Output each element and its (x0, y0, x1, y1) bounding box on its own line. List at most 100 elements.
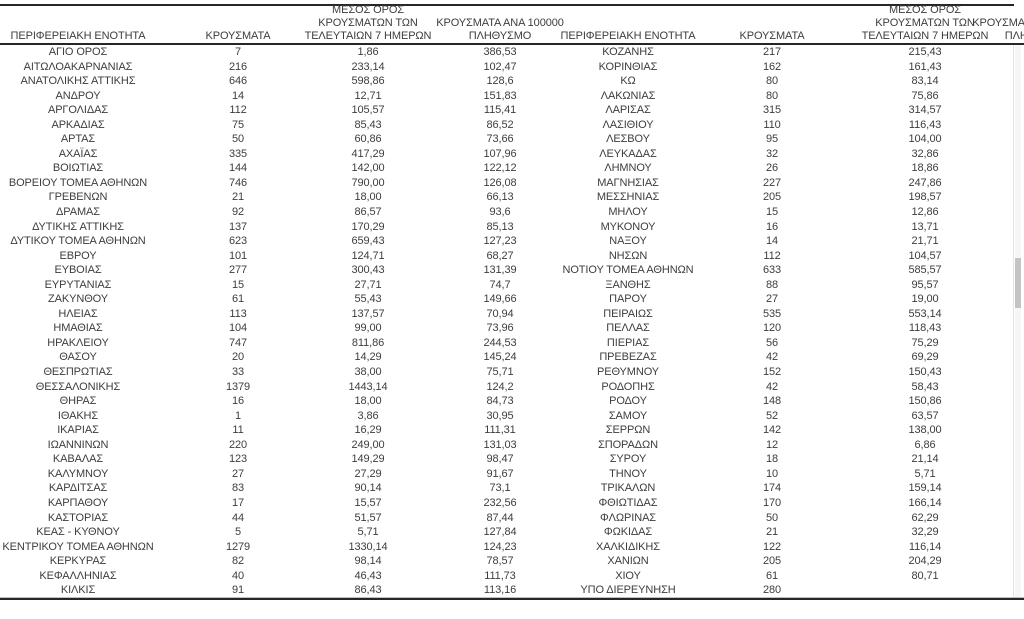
cases-cell: 16 (765, 220, 779, 233)
per100k-cell: 131,39 (483, 264, 517, 277)
table-row: ΠΙΕΡΙΑΣ 56 75,29 (0, 336, 1024, 351)
table-row: ΛΕΥΚΑΔΑΣ 32 32,86 (0, 147, 1024, 162)
cases-cell: 82 (231, 555, 245, 568)
cases-cell: 101 (228, 249, 248, 262)
cases-cell: 33 (231, 366, 245, 379)
table-row: ΠΕΛΛΑΣ 120 118,43 (0, 321, 1024, 336)
table-row: ΜΑΓΝΗΣΙΑΣ 227 247,86 (0, 176, 1024, 191)
table-row: ΑΝΔΡΟΥ 14 12,71 151,83 (0, 89, 570, 104)
cases-cell: 5 (234, 526, 242, 539)
avg7-cell: 18,00 (354, 191, 382, 204)
vertical-scrollbar-thumb[interactable] (1015, 258, 1021, 308)
avg7-cell: 585,57 (908, 264, 942, 277)
avg7-cell: 32,86 (911, 147, 939, 160)
region-cell: ΚΑΛΥΜΝΟΥ (47, 467, 109, 480)
region-cell: ΣΑΜΟΥ (608, 409, 648, 422)
region-cell: ΚΟΖΑΝΗΣ (602, 46, 654, 58)
region-cell: ΧΙΟΥ (615, 569, 641, 582)
per100k-cell: 73,1 (489, 482, 511, 495)
region-cell: ΕΒΡΟΥ (59, 249, 97, 262)
cases-cell: 21 (231, 191, 245, 204)
table-row: ΚΟΖΑΝΗΣ 217 215,43 (0, 45, 1024, 60)
table-row: ΜΗΛΟΥ 15 12,86 (0, 205, 1024, 220)
per100k-cell: 113,16 (483, 584, 517, 597)
cases-cell: 227 (762, 176, 782, 189)
avg7-cell: 159,14 (908, 482, 942, 495)
cases-cell: 52 (765, 409, 779, 422)
avg7-cell: 75,29 (911, 336, 939, 349)
avg7-cell: 21,71 (911, 235, 939, 248)
column-header-label: ΚΡΟΥΣΜΑΤΑ (739, 30, 805, 43)
column-header-label: ΜΕΣΟΣ ΟΡΟΣ (889, 4, 961, 17)
cases-cell: 14 (231, 89, 245, 102)
region-cell: ΑΝΔΡΟΥ (55, 89, 101, 102)
region-cell: ΤΗΝΟΥ (609, 467, 647, 480)
region-cell: ΡΟΔΟΠΗΣ (601, 380, 655, 393)
cases-cell: 112 (763, 249, 781, 262)
table-row: ΜΥΚΟΝΟΥ 16 13,71 (0, 220, 1024, 235)
table-row: ΘΕΣΠΡΩΤΙΑΣ 33 38,00 75,71 (0, 365, 570, 380)
avg7-cell: 18,86 (911, 162, 939, 175)
cases-cell: 110 (763, 118, 781, 131)
region-cell: ΜΑΓΝΗΣΙΑΣ (597, 176, 659, 189)
cases-cell: 122 (762, 540, 782, 553)
region-cell: ΗΡΑΚΛΕΙΟΥ (47, 336, 109, 349)
per100k-cell: 85,13 (486, 220, 514, 233)
region-cell: ΛΑΣΙΘΙΟΥ (602, 118, 654, 131)
avg7-cell: 12,86 (911, 206, 939, 219)
region-cell: ΞΑΝΘΗΣ (605, 278, 651, 291)
table-header-underline (0, 43, 1024, 45)
per100k-cell: 84,73 (486, 395, 514, 408)
cases-cell: 80 (765, 75, 779, 88)
region-cell: ΔΥΤΙΚΗΣ ΑΤΤΙΚΗΣ (32, 220, 124, 233)
cases-cell: 1279 (225, 540, 251, 553)
region-cell: ΗΛΕΙΑΣ (58, 307, 98, 320)
pane-edge-line (1013, 45, 1014, 597)
column-header-label: ΠΕΡΙΦΕΡΕΙΑΚΗ ΕΝΟΤΗΤΑ (10, 30, 146, 43)
region-cell: ΚΕΦΑΛΛΗΝΙΑΣ (39, 569, 117, 582)
avg7-cell: 5,71 (914, 467, 936, 480)
cases-cell: 12 (765, 438, 779, 451)
region-cell: ΖΑΚΥΝΘΟΥ (48, 293, 108, 306)
per100k-cell: 131,03 (483, 438, 517, 451)
column-header-label: ΜΕΣΟΣ ΟΡΟΣ (332, 4, 404, 17)
vertical-scrollbar-track[interactable] (1015, 45, 1021, 597)
region-cell: ΘΗΡΑΣ (59, 395, 97, 408)
region-cell: ΕΥΡΥΤΑΝΙΑΣ (44, 278, 112, 291)
column-header-per100k-left: ΚΡΟΥΣΜΑΤΑ ΑΝΑ 100000 ΠΛΗΘΥΣΜΟ (430, 4, 570, 43)
region-cell: ΣΠΟΡΑΔΩΝ (598, 438, 658, 451)
cases-cell: 220 (228, 438, 248, 451)
covid-regional-table-right: ΚΟΖΑΝΗΣ 217 215,43 ΚΟΡΙΝΘΙΑΣ 162 161,43 ΚΩ 80 83… (0, 45, 1024, 598)
cases-cell: 17 (231, 496, 245, 509)
region-cell: ΧΑΝΙΩΝ (607, 555, 649, 568)
table-row: ΑΓΙΟ ΟΡΟΣ 7 1,86 386,53 (0, 45, 570, 60)
cases-cell: 80 (765, 89, 779, 102)
per100k-cell: 86,52 (486, 118, 514, 131)
cases-cell: 205 (762, 555, 782, 568)
avg7-cell: 118,43 (908, 322, 942, 335)
column-header-cases-left: ΚΡΟΥΣΜΑΤΑ (183, 4, 293, 43)
avg7-cell: 38,00 (354, 366, 382, 379)
column-header-label: ΚΡΟΥΣΜΑΤΩΝ ΤΩΝ (318, 17, 418, 30)
avg7-cell: 51,57 (354, 511, 382, 524)
table-row: ΔΥΤΙΚΟΥ ΤΟΜΕΑ ΑΘΗΝΩΝ 623 659,43 127,23 (0, 234, 570, 249)
per100k-cell: 128,6 (486, 75, 514, 88)
table-row: ΑΝΑΤΟΛΙΚΗΣ ΑΤΤΙΚΗΣ 646 598,86 128,6 (0, 74, 570, 89)
avg7-cell: 98,14 (354, 555, 382, 568)
per100k-cell: 93,6 (489, 206, 511, 219)
per100k-cell: 244,53 (483, 336, 517, 349)
region-cell: ΑΡΓΟΛΙΔΑΣ (47, 104, 109, 117)
cases-cell: 277 (228, 264, 248, 277)
region-cell: ΑΝΑΤΟΛΙΚΗΣ ΑΤΤΙΚΗΣ (20, 75, 136, 88)
region-cell: ΘΑΣΟΥ (59, 351, 97, 364)
avg7-cell: 1330,14 (348, 540, 388, 553)
cases-cell: 61 (231, 293, 245, 306)
region-cell: ΛΕΣΒΟΥ (606, 133, 650, 146)
avg7-cell: 247,86 (908, 176, 942, 189)
avg7-cell: 27,71 (354, 278, 382, 291)
table-row: ΣΠΟΡΑΔΩΝ 12 6,86 (0, 438, 1024, 453)
region-cell: ΡΟΔΟΥ (609, 395, 647, 408)
region-cell: ΠΡΕΒΕΖΑΣ (599, 351, 657, 364)
column-header-label: ΠΕΡΙΦΕΡΕΙΑΚΗ ΕΝΟΤΗΤΑ (560, 30, 696, 43)
table-row: ΜΕΣΣΗΝΙΑΣ 205 198,57 (0, 190, 1024, 205)
